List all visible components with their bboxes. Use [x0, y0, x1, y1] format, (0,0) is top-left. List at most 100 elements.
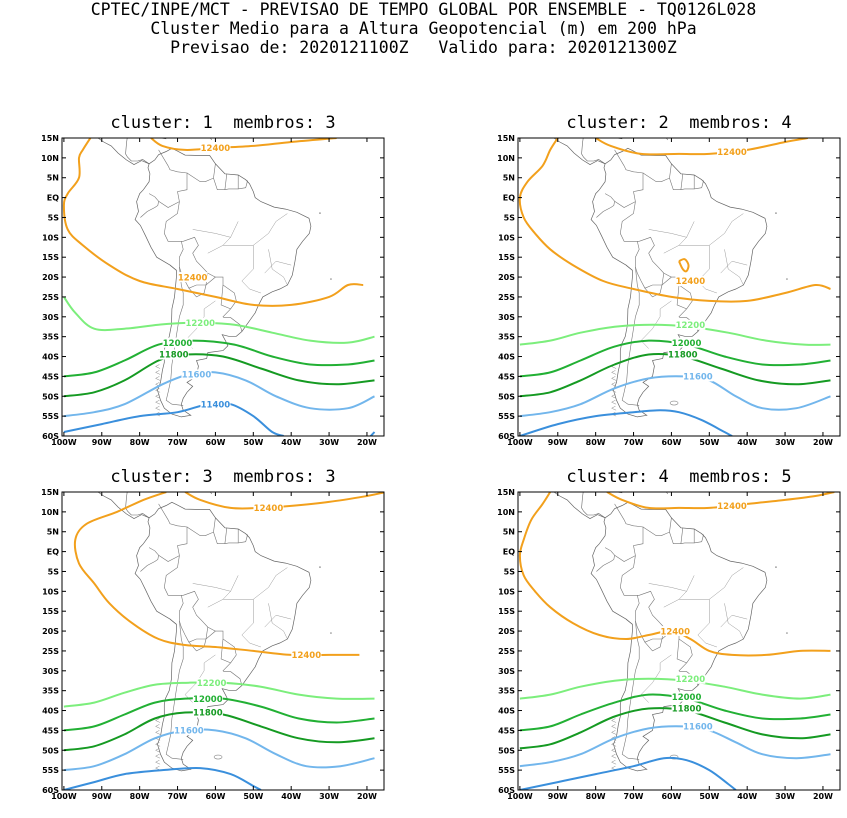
fjord	[155, 724, 161, 729]
lat-tick-label: 5N	[47, 528, 59, 537]
map-frame	[61, 137, 385, 437]
contour-label: 12400	[292, 651, 322, 661]
state-border	[724, 249, 744, 286]
state-border	[192, 583, 231, 592]
state-border	[268, 249, 288, 286]
state-border	[203, 654, 216, 671]
contour-label: 12400	[201, 144, 231, 154]
lon-tick-label: 70W	[168, 792, 188, 801]
contour-12400	[73, 492, 360, 657]
lon-tick-label: 80W	[130, 792, 150, 801]
lon-tick-label: 40W	[737, 792, 757, 801]
map-area: 12400 12400 12200 12000 11800 11600	[518, 492, 835, 790]
lat-tick-label: 15N	[41, 488, 59, 497]
contour-label-bg	[660, 626, 691, 637]
country-border	[614, 503, 699, 686]
fjord	[611, 736, 617, 741]
state-border	[659, 654, 672, 671]
country-border	[213, 178, 248, 190]
contour-12200	[519, 677, 831, 700]
lat-tick-label: 25S	[42, 293, 59, 302]
lat-tick-label: 60S	[42, 432, 59, 441]
contour-12400	[595, 138, 808, 156]
contour-label-bg	[717, 146, 748, 157]
island-dot	[319, 212, 321, 214]
lat-tick-label: 50S	[498, 392, 515, 401]
contour-label: 12400	[178, 273, 208, 283]
contour-12000	[63, 339, 375, 378]
lat-tick-label: 10N	[497, 508, 515, 517]
contour-label-bg	[185, 317, 216, 328]
lat-tick-label: 10N	[41, 154, 59, 163]
header-line-1: CPTEC/INPE/MCT - PREVISAO DE TEMPO GLOBA…	[90, 0, 757, 19]
contour-12200	[519, 323, 831, 346]
coastline	[134, 501, 312, 772]
lat-tick-label: 5N	[47, 174, 59, 183]
lat-tick-label: 40S	[498, 707, 515, 716]
country-border	[621, 621, 640, 760]
fjord	[611, 370, 617, 375]
map-panel-1: 12400 12400 12200 12000 11800 11600 11400 15N 10…	[28, 134, 388, 464]
state-border	[720, 260, 748, 274]
country-border	[140, 193, 159, 218]
lon-tick-label: 40W	[737, 438, 757, 447]
lat-tick-label: 15N	[41, 134, 59, 143]
lat-tick-label: 40S	[42, 707, 59, 716]
lon-tick-label: 30W	[775, 792, 795, 801]
contour-label-bg	[253, 502, 284, 513]
lon-tick-label: 20W	[357, 792, 377, 801]
contour-label: 11800	[193, 709, 223, 719]
contour-label-bg	[200, 142, 231, 153]
lat-tick-label: 5S	[504, 213, 516, 222]
lon-tick-label: 100W	[51, 792, 77, 801]
lat-tick-label: 35S	[42, 687, 59, 696]
lat-tick-label: 25S	[498, 293, 515, 302]
country-border	[644, 638, 663, 652]
contour-label-bg	[671, 691, 702, 702]
contour-11400	[519, 409, 733, 436]
state-border	[663, 575, 695, 608]
lat-tick-label: 60S	[498, 432, 515, 441]
lon-tick-label: 50W	[699, 792, 719, 801]
contour-label: 12200	[185, 319, 215, 329]
lon-tick-label: 70W	[624, 438, 644, 447]
contour-label: 12000	[193, 695, 223, 705]
lat-tick-label: 55S	[498, 412, 515, 421]
state-border	[264, 260, 292, 274]
contour-label-bg	[682, 371, 713, 382]
lat-tick-label: 5N	[503, 528, 515, 537]
lat-tick-label: 55S	[498, 766, 515, 775]
contour-11600	[63, 371, 375, 418]
lon-tick-label: 100W	[51, 438, 77, 447]
fjord	[611, 718, 617, 723]
fjord	[611, 748, 617, 753]
lon-tick-label: 20W	[813, 438, 833, 447]
lat-tick-label: 25S	[498, 647, 515, 656]
map-frame	[61, 491, 385, 791]
country-border	[637, 590, 672, 632]
contour-11400	[63, 766, 262, 790]
fjord	[155, 759, 161, 765]
lat-tick-label: 45S	[42, 372, 59, 381]
fjord	[611, 730, 617, 735]
contour-11800	[519, 352, 831, 398]
country-border	[637, 236, 672, 278]
contour-label-bg	[200, 399, 231, 410]
contour-label-bg	[196, 677, 227, 688]
contour-label: 12400	[660, 627, 690, 637]
country-border	[205, 627, 209, 640]
country-border	[669, 178, 704, 190]
fjord	[611, 376, 617, 381]
lon-tick-label: 80W	[586, 438, 606, 447]
fjord	[155, 364, 161, 369]
lat-tick-label: EQ	[503, 548, 515, 557]
coastline-central-america	[553, 138, 606, 166]
lon-tick-label: 60W	[661, 438, 681, 447]
country-border	[596, 547, 615, 572]
contour-label: 12000	[672, 339, 702, 349]
state-border	[724, 603, 744, 640]
lon-tick-label: 20W	[357, 438, 377, 447]
island-dot	[775, 212, 777, 214]
contour-label-bg	[671, 703, 702, 714]
contour-label: 12400	[717, 148, 747, 158]
